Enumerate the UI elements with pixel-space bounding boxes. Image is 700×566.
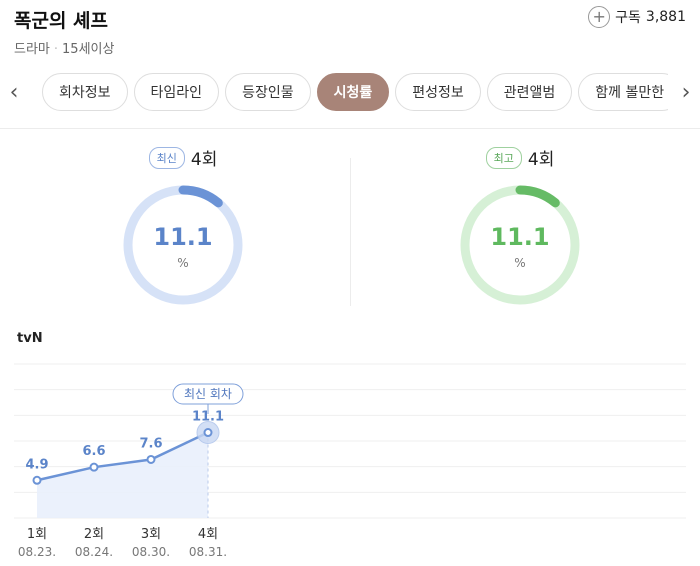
latest-ring: [123, 185, 243, 305]
genre-label: 드라마: [14, 42, 50, 57]
tab-recommended[interactable]: 함께 볼만한: [578, 73, 668, 111]
age-rating-label: 15세이상: [62, 42, 115, 57]
plus-icon: +: [588, 6, 611, 28]
chevron-left-icon[interactable]: ‹: [9, 79, 19, 105]
data-point: [89, 462, 99, 472]
highest-badge: 최고: [485, 146, 522, 169]
program-title: 폭군의 셰프: [14, 10, 109, 32]
ratings-line-chart: 4.9 6.6 7.6 11.1 최신 회차 1회 08.23. 2회 08.24. 3회 08.3…: [0, 340, 700, 566]
highest-ring: [460, 185, 580, 305]
subscribe-button[interactable]: + 구독 3,881: [588, 6, 686, 28]
section-divider: [0, 128, 700, 129]
chevron-right-icon[interactable]: ›: [681, 79, 691, 105]
x-tick-episode: 2회: [84, 527, 104, 542]
program-meta: 드라마 · 15세이상: [14, 38, 114, 57]
tab-bar: ‹ 회차정보 타임라인 등장인물 시청률 편성정보 관련앨범 함께 볼만한 ›: [0, 70, 700, 114]
highest-rating-gauge: 최고 4회 11.1 %: [430, 145, 610, 315]
highest-gauge-header: 최고 4회: [430, 145, 610, 170]
meta-separator: ·: [53, 42, 59, 57]
latest-gauge-header: 최신 4회: [93, 145, 273, 170]
latest-episode: 4회: [190, 150, 218, 170]
tab-schedule[interactable]: 편성정보: [395, 73, 481, 111]
latest-ring-fill: [123, 185, 243, 305]
tab-episode-info[interactable]: 회차정보: [42, 73, 128, 111]
data-point: [32, 475, 42, 485]
data-label: 7.6: [139, 436, 162, 451]
highest-rating-value: 11.1: [490, 223, 550, 251]
tab-timeline[interactable]: 타임라인: [133, 73, 220, 111]
latest-rating-value: 11.1: [153, 223, 213, 251]
x-tick-episode: 1회: [27, 527, 47, 542]
tab-albums[interactable]: 관련앨범: [486, 73, 573, 111]
tab-list: 회차정보 타임라인 등장인물 시청률 편성정보 관련앨범 함께 볼만한: [42, 73, 668, 111]
x-tick-date: 08.24.: [75, 545, 113, 559]
data-label: 4.9: [25, 457, 48, 472]
subscribe-label: 구독: [615, 10, 641, 26]
x-tick-date: 08.31.: [189, 545, 227, 559]
tab-ratings[interactable]: 시청률: [316, 73, 390, 111]
latest-callout-label: 최신 회차: [184, 387, 232, 401]
program-header: 폭군의 셰프 드라마 · 15세이상 + 구독 3,881: [0, 0, 700, 62]
x-tick-episode: 4회: [198, 527, 218, 542]
highest-episode: 4회: [527, 150, 555, 170]
x-tick-date: 08.23.: [18, 545, 56, 559]
series-line: [36, 431, 209, 482]
network-label: tvN: [17, 331, 43, 346]
highest-rating-unit: %: [514, 256, 526, 270]
tab-characters[interactable]: 등장인물: [225, 73, 311, 111]
x-tick-episode: 3회: [141, 527, 161, 542]
data-point: [146, 454, 156, 464]
data-label: 11.1: [192, 410, 224, 425]
data-point: [203, 428, 213, 438]
latest-rating-unit: %: [177, 256, 189, 270]
latest-rating-gauge: 최신 4회 11.1 %: [93, 145, 273, 315]
ratings-chart-svg: 4.9 6.6 7.6 11.1 최신 회차 1회 08.23. 2회 08.24. 3회 08.3…: [14, 363, 686, 559]
x-tick-date: 08.30.: [132, 545, 170, 559]
gauge-divider: [350, 158, 351, 306]
subscribe-count: 3,881: [645, 9, 686, 25]
highest-ring-fill: [460, 185, 580, 305]
data-label: 6.6: [82, 444, 105, 459]
latest-badge: 최신: [148, 146, 185, 169]
